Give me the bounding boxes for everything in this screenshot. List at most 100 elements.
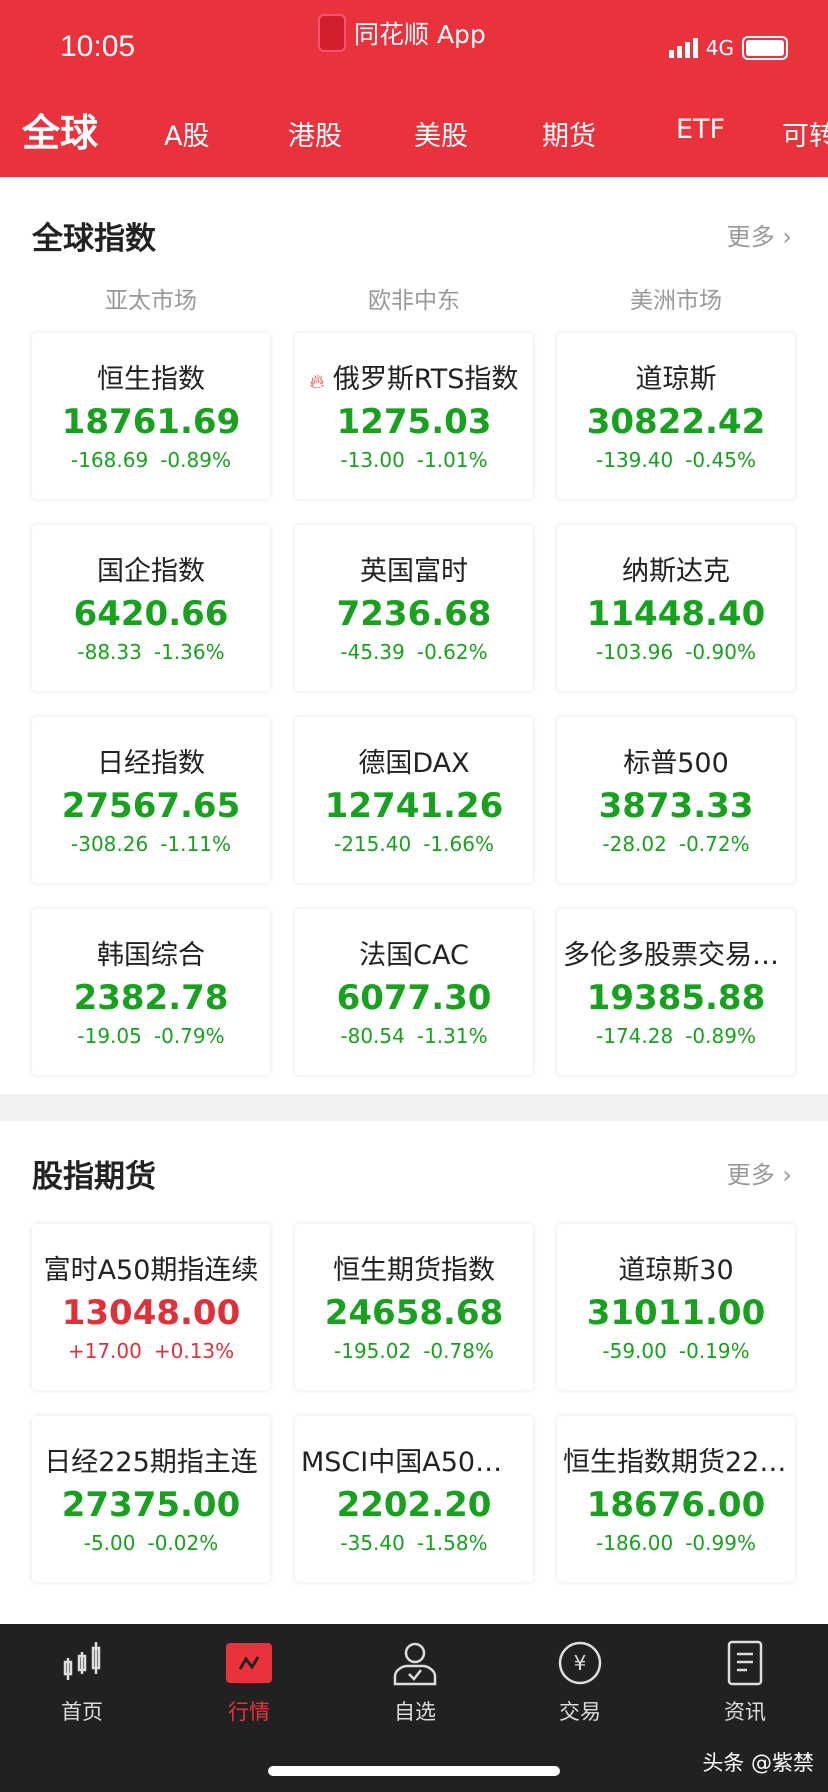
index-card[interactable]: 国企指数 6420.66 -88.33 -1.36% bbox=[32, 525, 270, 691]
change-value: -28.02 bbox=[602, 832, 667, 856]
index-name: 富时A50期指连续 bbox=[32, 1248, 270, 1287]
index-card[interactable]: 纳斯达克 11448.40 -103.96 -0.90% bbox=[557, 525, 795, 691]
tab-1[interactable]: A股 bbox=[164, 121, 210, 152]
svg-text:¥: ¥ bbox=[574, 1651, 587, 1675]
nav-item-3[interactable]: ¥ 交易 bbox=[520, 1638, 640, 1726]
nav-item-4[interactable]: 资讯 bbox=[685, 1638, 805, 1726]
index-card[interactable]: MSCI中国A50互… 2202.20 -35.40 -1.58% bbox=[295, 1416, 533, 1582]
market-chart-icon bbox=[189, 1638, 309, 1688]
app-title: 同花顺 App bbox=[318, 14, 486, 52]
nav-label: 资讯 bbox=[724, 1700, 766, 1724]
signal-icon bbox=[668, 38, 698, 58]
index-card[interactable]: 🔥︎ 俄罗斯RTS指数 1275.03 -13.00 -1.01% bbox=[295, 333, 533, 499]
index-value: 31011.00 bbox=[586, 1293, 766, 1333]
index-name: 恒生期货指数 bbox=[295, 1248, 533, 1287]
index-card[interactable]: 恒生指数期货2209 18676.00 -186.00 -0.99% bbox=[557, 1416, 795, 1582]
nav-item-1[interactable]: 行情 bbox=[189, 1638, 309, 1726]
yen-circle-icon: ¥ bbox=[520, 1638, 640, 1688]
index-name-text: 恒生期货指数 bbox=[333, 1255, 495, 1286]
index-name-text: 国企指数 bbox=[97, 556, 205, 587]
index-name: 日经指数 bbox=[32, 741, 270, 780]
index-card[interactable]: 标普500 3873.33 -28.02 -0.72% bbox=[557, 717, 795, 883]
index-name-text: 德国DAX bbox=[358, 748, 470, 779]
index-card[interactable]: 英国富时 7236.68 -45.39 -0.62% bbox=[295, 525, 533, 691]
status-icons: 4G bbox=[668, 36, 788, 60]
index-name-text: 道琼斯 bbox=[635, 364, 717, 395]
tab-5[interactable]: ETF bbox=[676, 114, 726, 145]
user-check-icon bbox=[355, 1638, 475, 1688]
tab-4[interactable]: 期货 bbox=[542, 121, 596, 152]
tab-2[interactable]: 港股 bbox=[288, 121, 342, 152]
index-change: -28.02 -0.72% bbox=[557, 832, 795, 856]
index-value: 7236.68 bbox=[336, 594, 492, 634]
index-value: 3873.33 bbox=[598, 786, 754, 826]
global-indices-section: 全球指数 更多 › 亚太市场 欧非中东 美洲市场 恒生指数 18761.69 -16… bbox=[0, 177, 828, 1094]
index-value: 1275.03 bbox=[336, 402, 492, 442]
region-label: 亚太市场 bbox=[105, 288, 197, 314]
home-indicator[interactable] bbox=[268, 1766, 560, 1776]
candlestick-icon bbox=[22, 1638, 142, 1688]
tab-0[interactable]: 全球 bbox=[22, 111, 99, 155]
index-value: 24658.68 bbox=[324, 1293, 504, 1333]
index-change: -168.69 -0.89% bbox=[32, 448, 270, 472]
index-card[interactable]: 日经225期指主连 27375.00 -5.00 -0.02% bbox=[32, 1416, 270, 1582]
change-value: -88.33 bbox=[77, 640, 142, 664]
index-value: 19385.88 bbox=[586, 978, 766, 1018]
index-card[interactable]: 道琼斯30 31011.00 -59.00 -0.19% bbox=[557, 1224, 795, 1390]
nav-label: 自选 bbox=[394, 1700, 436, 1724]
index-name: 恒生指数期货2209 bbox=[557, 1440, 795, 1479]
index-value: 6420.66 bbox=[73, 594, 229, 634]
network-label: 4G bbox=[705, 36, 734, 60]
index-card[interactable]: 多伦多股票交易所… 19385.88 -174.28 -0.89% bbox=[557, 909, 795, 1075]
index-change: -174.28 -0.89% bbox=[557, 1024, 795, 1048]
index-card[interactable]: 恒生指数 18761.69 -168.69 -0.89% bbox=[32, 333, 270, 499]
section-title: 股指期货 bbox=[32, 1159, 156, 1195]
index-name-text: 法国CAC bbox=[359, 940, 469, 971]
index-card[interactable]: 韩国综合 2382.78 -19.05 -0.79% bbox=[32, 909, 270, 1075]
tab-3[interactable]: 美股 bbox=[414, 121, 468, 152]
index-change: -80.54 -1.31% bbox=[295, 1024, 533, 1048]
change-value: -168.69 bbox=[71, 448, 149, 472]
index-name-text: 富时A50期指连续 bbox=[43, 1255, 259, 1286]
index-change: -139.40 -0.45% bbox=[557, 448, 795, 472]
index-change: -19.05 -0.79% bbox=[32, 1024, 270, 1048]
nav-label: 交易 bbox=[559, 1700, 601, 1724]
change-value: -45.39 bbox=[340, 640, 405, 664]
change-value: -5.00 bbox=[83, 1531, 136, 1555]
change-percent: -0.62% bbox=[416, 640, 488, 664]
change-percent: -1.66% bbox=[423, 832, 494, 856]
nav-item-2[interactable]: 自选 bbox=[355, 1638, 475, 1726]
index-card[interactable]: 恒生期货指数 24658.68 -195.02 -0.78% bbox=[295, 1224, 533, 1390]
change-value: -308.26 bbox=[71, 832, 149, 856]
change-value: -13.00 bbox=[340, 448, 405, 472]
index-card[interactable]: 法国CAC 6077.30 -80.54 -1.31% bbox=[295, 909, 533, 1075]
change-percent: -0.45% bbox=[685, 448, 756, 472]
section-title: 全球指数 bbox=[32, 221, 156, 257]
index-change: +17.00 +0.13% bbox=[32, 1339, 270, 1363]
change-percent: -1.36% bbox=[153, 640, 225, 664]
bottom-nav: 首页 行情 自选 ¥ 交易 资讯 bbox=[0, 1624, 828, 1792]
change-percent: -0.99% bbox=[685, 1531, 756, 1555]
index-change: -103.96 -0.90% bbox=[557, 640, 795, 664]
nav-item-0[interactable]: 首页 bbox=[22, 1638, 142, 1726]
more-link[interactable]: 更多 › bbox=[726, 223, 792, 251]
index-card[interactable]: 道琼斯 30822.42 -139.40 -0.45% bbox=[557, 333, 795, 499]
index-card[interactable]: 德国DAX 12741.26 -215.40 -1.66% bbox=[295, 717, 533, 883]
index-name: 日经225期指主连 bbox=[32, 1440, 270, 1479]
index-card[interactable]: 日经指数 27567.65 -308.26 -1.11% bbox=[32, 717, 270, 883]
battery-icon bbox=[742, 36, 788, 60]
index-value: 2382.78 bbox=[73, 978, 229, 1018]
more-link[interactable]: 更多 › bbox=[726, 1161, 792, 1189]
watermark: 头条 @紫禁 bbox=[702, 1751, 814, 1775]
tab-6[interactable]: 可转 bbox=[782, 121, 828, 152]
document-icon bbox=[685, 1638, 805, 1688]
change-percent: -0.90% bbox=[685, 640, 756, 664]
index-value: 18761.69 bbox=[61, 402, 241, 442]
change-value: -80.54 bbox=[340, 1024, 405, 1048]
index-name: MSCI中国A50互… bbox=[295, 1440, 533, 1479]
index-change: -35.40 -1.58% bbox=[295, 1531, 533, 1555]
change-percent: -1.11% bbox=[160, 832, 231, 856]
index-change: -59.00 -0.19% bbox=[557, 1339, 795, 1363]
index-change: -88.33 -1.36% bbox=[32, 640, 270, 664]
index-card[interactable]: 富时A50期指连续 13048.00 +17.00 +0.13% bbox=[32, 1224, 270, 1390]
